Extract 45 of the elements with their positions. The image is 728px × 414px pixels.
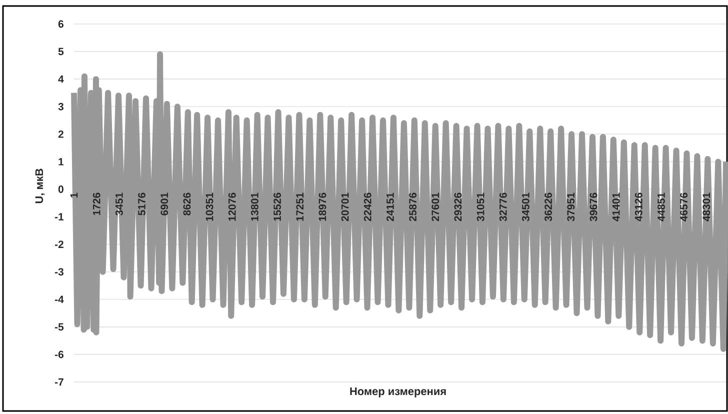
x-tick-label: 37951 [567, 192, 575, 222]
x-tick-label: 32776 [499, 192, 507, 222]
x-tick-label: 12076 [228, 192, 236, 221]
x-tick-label: 3451 [115, 192, 123, 216]
x-tick-label: 29326 [454, 192, 462, 222]
x-tick-label: 15526 [274, 192, 281, 221]
x-tick-label: 44851 [658, 192, 665, 222]
y-tick-label: -1 [54, 213, 64, 220]
y-tick-label: -5 [54, 323, 64, 331]
x-tick-label: 17251 [296, 192, 304, 221]
y-tick-label: 3 [58, 102, 64, 110]
x-tick-label: 1726 [92, 192, 100, 216]
y-tick-label: -4 [54, 296, 64, 303]
x-tick-label: 41401 [612, 192, 620, 222]
y-tick-label: 0 [58, 186, 64, 193]
x-tick-label: 6901 [160, 192, 168, 216]
x-tick-label: 25876 [409, 192, 416, 222]
x-tick-label: 31051 [476, 192, 484, 222]
x-tick-label: 1 [70, 192, 78, 198]
y-tick-label: -3 [54, 268, 64, 276]
x-tick-label: 39676 [590, 192, 598, 222]
x-tick-label: 48301 [702, 192, 710, 222]
y-tick-label: 6 [58, 20, 64, 28]
x-tick-label: 34501 [522, 192, 530, 222]
y-axis-title: U, мкВ [35, 168, 45, 204]
x-tick-label: 13801 [250, 192, 258, 221]
y-tick-label: 2 [58, 130, 64, 138]
x-tick-label: 20701 [341, 192, 349, 222]
x-tick-label: 18976 [318, 192, 326, 221]
x-axis-title: Номер измерения [350, 388, 446, 398]
y-tick-label: 1 [58, 158, 64, 166]
y-tick-label: 5 [58, 48, 64, 56]
x-tick-label: 36226 [544, 192, 552, 222]
y-tick-label: -6 [54, 350, 64, 358]
x-tick-label: 46576 [680, 192, 688, 222]
x-tick-label: 43126 [634, 192, 642, 222]
x-tick-label: 5176 [138, 192, 146, 216]
y-tick-label: -7 [54, 378, 64, 386]
x-tick-label: 22426 [364, 192, 372, 222]
x-tick-label: 8626 [183, 192, 191, 216]
y-tick-label: -2 [54, 240, 64, 248]
x-tick-label: 24151 [386, 192, 394, 222]
x-tick-label: 27601 [432, 192, 440, 222]
x-tick-label: 10351 [206, 192, 214, 221]
y-tick-label: 4 [58, 75, 64, 83]
